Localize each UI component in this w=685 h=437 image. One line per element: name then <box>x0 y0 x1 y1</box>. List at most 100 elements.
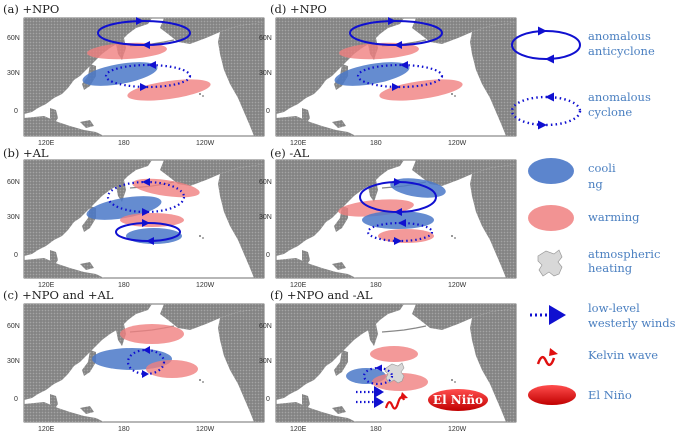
lat-tick: 60N <box>7 35 20 42</box>
legend-heating-line2: heating <box>588 261 633 275</box>
lat-tick: 0 <box>266 396 270 403</box>
lat-tick: 30N <box>259 70 272 77</box>
arrowhead <box>398 219 406 227</box>
lat-tick: 0 <box>14 396 18 403</box>
kelvin-wave-icon <box>536 355 556 367</box>
panel-f: (f) +NPO and -AL El Niño <box>270 288 517 423</box>
warming-swatch <box>528 205 574 231</box>
arrowhead <box>140 83 148 91</box>
legend-warming-label: warming <box>588 210 640 224</box>
arrowhead <box>400 392 408 399</box>
cyclone-loop <box>362 366 394 386</box>
lon-tick: 120W <box>196 426 215 433</box>
lon-tick: 120E <box>38 426 55 433</box>
arrowhead <box>392 83 400 91</box>
cooling-swatch <box>528 158 574 184</box>
arrowhead <box>545 54 554 64</box>
el-nino-label: El Niño <box>433 393 483 407</box>
lat-tick: 30N <box>7 70 20 77</box>
arrowhead <box>374 396 384 408</box>
lat-tick: 60N <box>259 323 272 330</box>
el-nino-swatch <box>528 385 576 405</box>
panel-e-title: (e) -AL <box>270 146 310 160</box>
lat-tick: 30N <box>259 358 272 365</box>
panel-f-title: (f) +NPO and -AL <box>270 288 373 302</box>
legend-winds: low-level westerly winds <box>530 301 676 330</box>
arrowhead <box>394 41 402 49</box>
warming-patch <box>127 79 211 101</box>
lat-tick: 0 <box>14 108 18 115</box>
lat-tick: 30N <box>7 214 20 221</box>
legend-kelvin: Kelvin wave <box>536 348 658 367</box>
lon-tick: 120E <box>290 140 307 147</box>
panel-e-map <box>275 159 517 279</box>
cooling-patch <box>82 62 158 86</box>
arrowhead <box>549 348 558 356</box>
panel-c: (c) +NPO and +AL <box>3 288 265 423</box>
el-nino-marker <box>428 389 488 411</box>
arrowhead <box>545 92 554 102</box>
arrowhead <box>146 237 154 245</box>
cooling-patch <box>86 196 162 220</box>
arrowhead <box>538 26 547 36</box>
arrowhead <box>142 178 150 186</box>
legend-heating: atmospheric heating <box>537 247 660 277</box>
warming-patch <box>146 360 198 378</box>
arrowhead <box>388 17 396 25</box>
arrowhead <box>400 61 408 69</box>
legend-cyclone-line2: cyclone <box>588 105 632 119</box>
panel-a-map <box>23 17 265 137</box>
arrowhead <box>148 61 156 69</box>
lon-tick: 120E <box>290 426 307 433</box>
warming-patch <box>378 229 434 243</box>
legend-cooling-line2: ng <box>588 177 603 191</box>
legend-cooling: cooli ng <box>528 158 616 191</box>
panel-d-title: (d) +NPO <box>270 2 327 16</box>
lon-tick: 180 <box>370 140 382 147</box>
panel-b: (b) +AL <box>3 146 265 279</box>
legend-cooling-line1: cooli <box>588 161 616 175</box>
legend: anomalous anticyclone anomalous cyclone … <box>510 26 676 405</box>
panel-f-map: El Niño <box>275 303 517 423</box>
lon-tick: 120E <box>38 140 55 147</box>
lat-tick: 30N <box>7 358 20 365</box>
legend-winds-line1: low-level <box>588 301 640 315</box>
lon-tick: 120W <box>448 426 467 433</box>
warming-patch <box>370 346 418 362</box>
panel-b-title: (b) +AL <box>3 146 49 160</box>
legend-anticyclone: anomalous anticyclone <box>511 26 655 64</box>
axis-ticks: 60N 30N 0 60N 30N 0 60N 30N 0 60N 30N 0 … <box>7 35 467 433</box>
arrowhead <box>394 237 402 245</box>
arrowhead <box>549 305 566 325</box>
cooling-patch <box>362 211 434 229</box>
lat-tick: 60N <box>7 323 20 330</box>
arrowhead <box>394 208 402 216</box>
legend-cyclone: anomalous cyclone <box>510 90 651 130</box>
legend-elnino-label: El Niño <box>588 388 632 402</box>
arrowhead <box>538 120 547 130</box>
panel-d: (d) +NPO <box>270 2 517 137</box>
cyclone-icon <box>510 95 582 127</box>
legend-elnino: El Niño <box>528 385 632 405</box>
panel-d-map <box>275 17 517 137</box>
warming-patch <box>379 79 463 101</box>
arrowhead <box>142 208 150 216</box>
panel-e: (e) -AL <box>270 146 517 279</box>
anticyclone-icon <box>511 30 581 60</box>
lon-tick: 180 <box>370 282 382 289</box>
atmospheric-heating-mark <box>384 362 405 384</box>
heating-icon <box>537 249 563 277</box>
legend-kelvin-label: Kelvin wave <box>588 348 658 362</box>
lat-tick: 60N <box>259 35 272 42</box>
lat-tick: 60N <box>7 179 20 186</box>
legend-heating-line1: atmospheric <box>588 247 660 261</box>
arrowhead <box>143 346 150 354</box>
lon-tick: 180 <box>118 426 130 433</box>
arrowhead <box>375 364 382 372</box>
panel-b-map <box>23 159 265 279</box>
lat-tick: 0 <box>14 252 18 259</box>
lat-tick: 0 <box>266 108 270 115</box>
lon-tick: 120W <box>448 140 467 147</box>
lon-tick: 120W <box>196 140 215 147</box>
